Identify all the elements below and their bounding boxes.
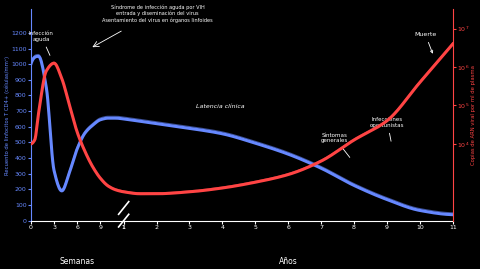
Text: Años: Años [279, 257, 298, 266]
Text: Semanas: Semanas [60, 257, 95, 266]
Text: Infección
aguda: Infección aguda [29, 31, 54, 55]
Text: Infecciones
oportunistas: Infecciones oportunistas [370, 117, 405, 141]
Text: Muerte: Muerte [414, 32, 436, 53]
Text: Síntomas
generales: Síntomas generales [321, 133, 350, 157]
Y-axis label: Copias de ARN viral por ml de plasma: Copias de ARN viral por ml de plasma [471, 65, 476, 165]
Text: Síndrome de infección aguda por VIH
entrada y diseminación del virus
Asentamient: Síndrome de infección aguda por VIH entr… [102, 4, 213, 23]
Text: Latencia clínica: Latencia clínica [196, 104, 245, 109]
Y-axis label: Recuento de linfocitos T CD4+ (células/mm³): Recuento de linfocitos T CD4+ (células/m… [4, 55, 10, 175]
